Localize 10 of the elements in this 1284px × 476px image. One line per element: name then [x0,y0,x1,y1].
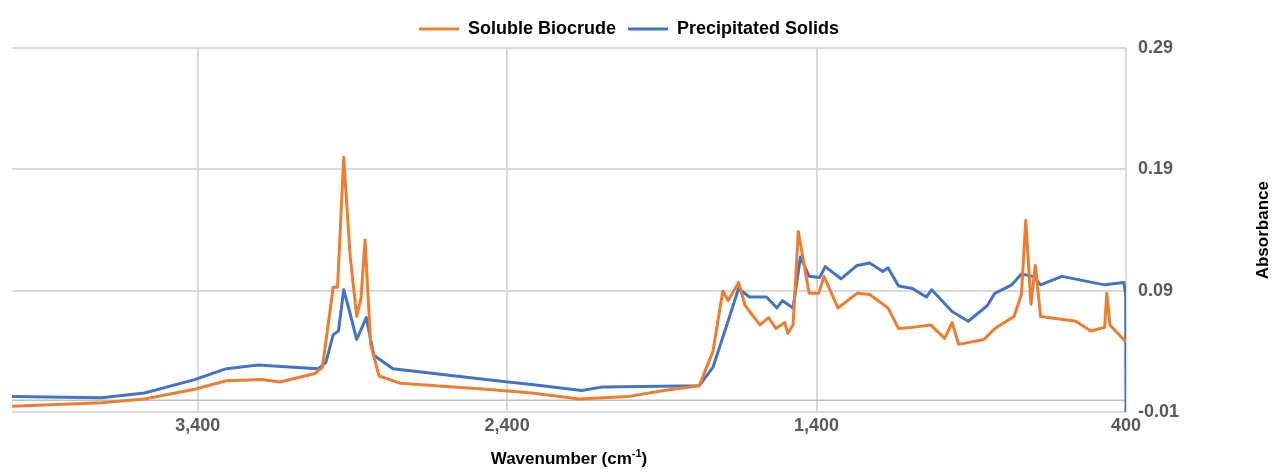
legend-label: Precipitated Solids [676,17,840,38]
legend-label: Soluble Biocrude [467,17,616,38]
y-tick-label: 0.19 [1138,158,1174,179]
y-tick-label: 0.09 [1138,279,1174,300]
x-tick-label: 400 [1110,415,1142,436]
x-tick-label: 1,400 [794,415,840,436]
y-axis-title: Absorbance [1253,181,1272,280]
x-tick-label: 2,400 [484,415,530,436]
x-tick-label: 3,400 [175,415,221,436]
y-tick-label: 0.29 [1138,36,1174,57]
